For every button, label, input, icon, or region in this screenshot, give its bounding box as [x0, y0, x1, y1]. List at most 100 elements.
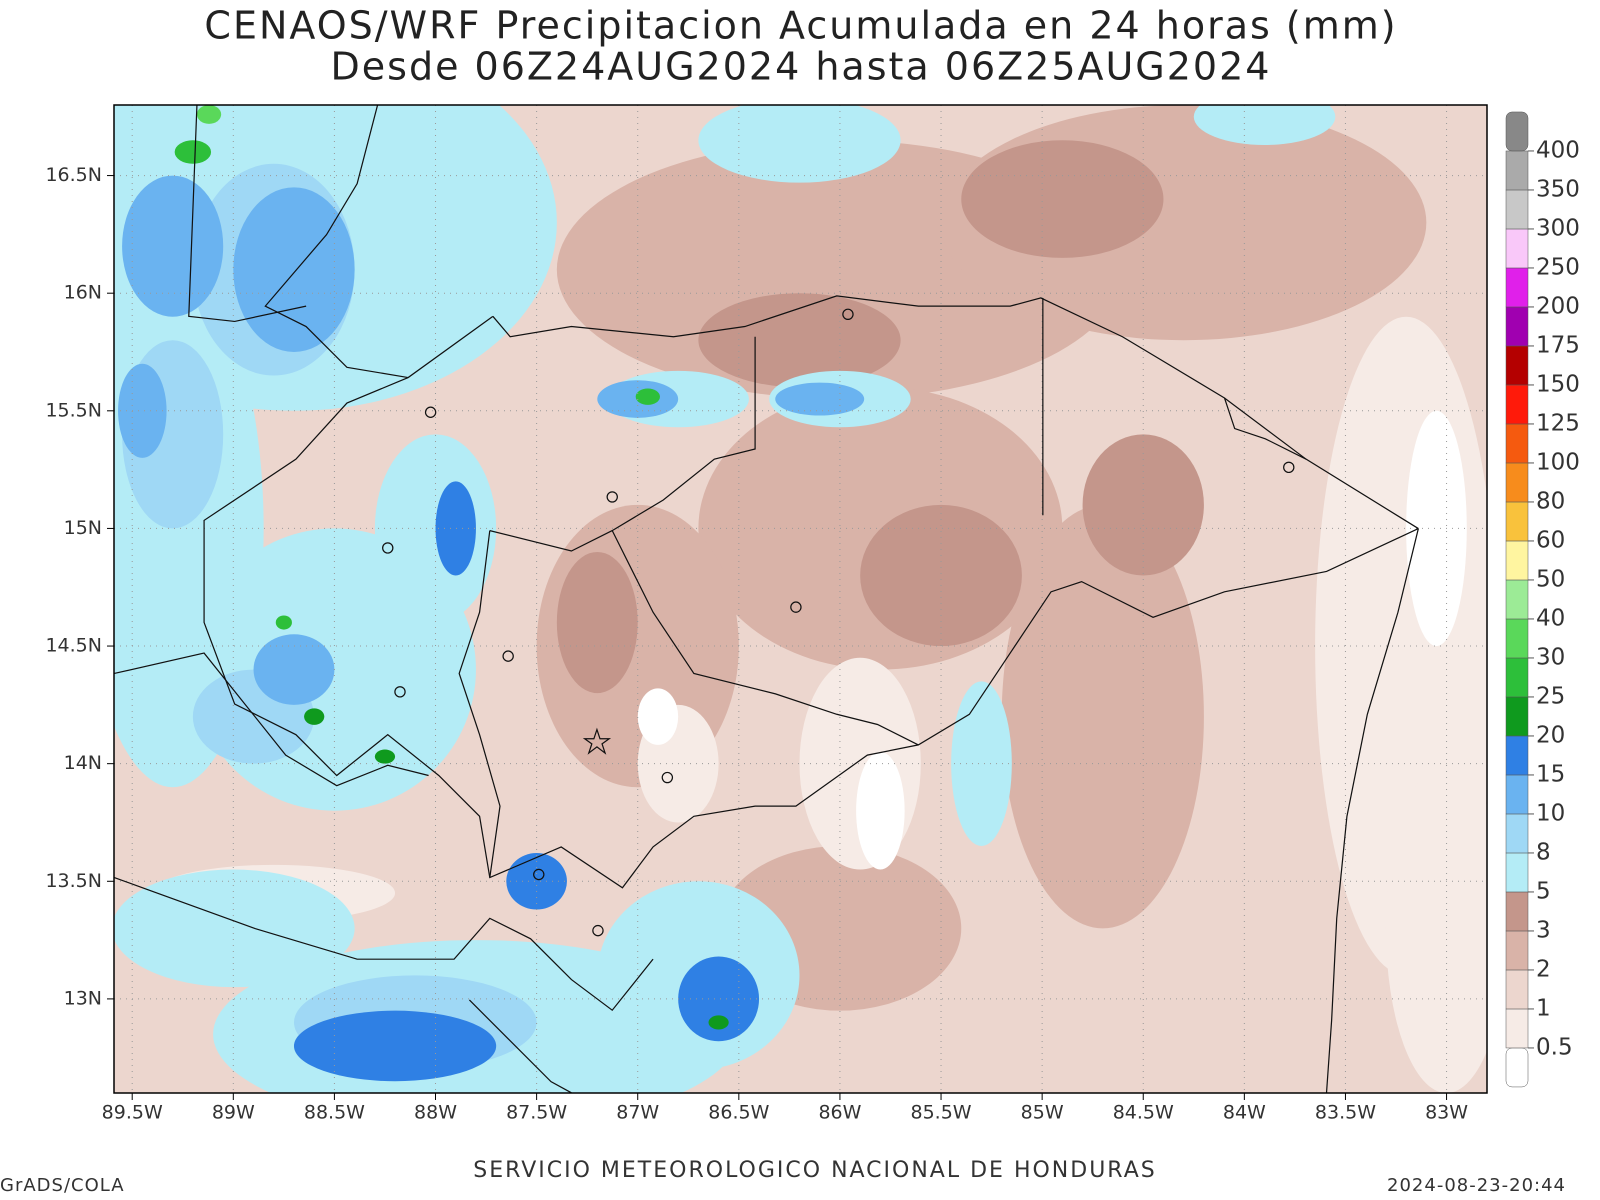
colorbar-label: 350 — [1536, 176, 1580, 202]
colorbar: 0.5 1 2 3 5 8 10 15 20 25 30 40 50 60 80 100 125 150 175 20… — [1505, 111, 1580, 1088]
city-marker — [842, 308, 854, 320]
colorbar-label: 125 — [1536, 410, 1580, 436]
precip-area — [275, 615, 292, 630]
colorbar-label: 175 — [1536, 332, 1580, 358]
colorbar-box — [1505, 852, 1529, 893]
city-marker — [424, 406, 437, 418]
colorbar-box — [1505, 501, 1529, 542]
coastline — [264, 105, 409, 379]
coastline — [1325, 528, 1419, 1093]
city-marker — [606, 491, 618, 503]
axes: 89.5W 89W 88.5W 88W 87.5W 87W 86.5W 86W 85.5W 85W… — [45, 164, 1468, 1123]
colorbar-label: 200 — [1536, 293, 1580, 319]
colorbar-box — [1505, 189, 1529, 230]
x-tick-label: 83.5W — [1315, 1102, 1376, 1124]
colorbar-box — [1505, 228, 1529, 269]
city-marker — [533, 868, 545, 881]
colorbar-label: 150 — [1536, 371, 1580, 397]
capital-star — [582, 727, 612, 755]
y-tick-label: 15N — [64, 517, 102, 539]
city-marker — [1283, 461, 1295, 474]
precip-area — [174, 140, 212, 164]
colorbar-box — [1505, 930, 1529, 971]
colorbar-box — [1505, 774, 1529, 815]
colorbar-box — [1505, 150, 1529, 191]
colorbar-box — [1505, 657, 1529, 698]
colorbar-box — [1505, 1047, 1529, 1088]
colorbar-box — [1505, 423, 1529, 464]
colorbar-label: 30 — [1536, 644, 1565, 670]
colorbar-box — [1505, 111, 1529, 152]
borders — [114, 105, 1419, 1093]
precip-area — [253, 634, 335, 705]
precip-area — [637, 688, 679, 745]
x-tick-label: 85W — [1021, 1102, 1064, 1124]
colorbar-label: 2 — [1536, 956, 1551, 982]
colorbar-label: 40 — [1536, 605, 1565, 631]
colorbar-box — [1505, 579, 1529, 620]
precip-area — [118, 363, 167, 458]
colorbar-label: 0.5 — [1536, 1034, 1573, 1060]
y-tick-label: 14N — [64, 752, 102, 774]
colorbar-label: 10 — [1536, 800, 1565, 826]
colorbar-label: 250 — [1536, 254, 1580, 280]
precip-field — [114, 105, 1487, 1093]
x-tick-label: 86W — [818, 1102, 861, 1124]
colorbar-box — [1505, 540, 1529, 581]
map-frame — [113, 104, 1488, 1094]
colorbar-box — [1505, 735, 1529, 776]
colorbar-label: 60 — [1536, 527, 1565, 553]
precip-area — [1001, 504, 1204, 929]
city-marker — [394, 686, 406, 698]
precip-area — [698, 293, 901, 388]
footer-left: GrADS/COLA — [0, 1175, 125, 1196]
colorbar-box — [1505, 306, 1529, 347]
department-border — [611, 530, 919, 746]
y-tick-label: 14.5N — [45, 635, 102, 657]
precip-area — [708, 1015, 729, 1030]
precip-area — [698, 387, 1063, 670]
precip-area — [961, 140, 1164, 258]
precip-area — [556, 551, 638, 694]
precip-area — [860, 504, 1022, 647]
city-marker — [502, 650, 514, 662]
precip-area — [122, 175, 224, 317]
precip-area — [635, 388, 660, 405]
colorbar-box — [1505, 267, 1529, 308]
country-border — [203, 315, 1419, 889]
precip-area — [1385, 763, 1487, 1093]
precip-area — [698, 105, 901, 183]
precip-area — [775, 382, 865, 416]
x-tick-label: 88W — [414, 1102, 457, 1124]
colorbar-box — [1505, 969, 1529, 1010]
x-tick-label: 87.5W — [506, 1102, 567, 1124]
precip-area — [1193, 105, 1336, 145]
y-tick-label: 13.5N — [45, 870, 102, 892]
x-tick-label: 84W — [1223, 1102, 1266, 1124]
colorbar-label: 3 — [1536, 917, 1551, 943]
x-tick-label: 89.5W — [102, 1102, 163, 1124]
title: CENAOS/WRF Precipitacion Acumulada en 24… — [204, 4, 1397, 48]
precip-area — [951, 681, 1012, 847]
country-border — [114, 652, 429, 787]
colorbar-label: 5 — [1536, 878, 1551, 904]
y-tick-label: 16N — [64, 282, 102, 304]
country-border — [468, 999, 572, 1093]
colorbar-box — [1505, 813, 1529, 854]
x-tick-label: 84.5W — [1113, 1102, 1174, 1124]
colorbar-box — [1505, 462, 1529, 503]
y-tick-label: 13N — [64, 987, 102, 1009]
x-tick-label: 85.5W — [910, 1102, 971, 1124]
colorbar-label: 300 — [1536, 215, 1580, 241]
colorbar-label: 80 — [1536, 488, 1565, 514]
precip-area — [374, 749, 396, 764]
x-tick-label: 86.5W — [708, 1102, 769, 1124]
colorbar-box — [1505, 696, 1529, 737]
x-tick-label: 87W — [616, 1102, 659, 1124]
colorbar-box — [1505, 891, 1529, 932]
colorbar-box — [1505, 384, 1529, 425]
colorbar-label: 25 — [1536, 683, 1565, 709]
colorbar-label: 15 — [1536, 761, 1565, 787]
y-tick-label: 16.5N — [45, 164, 102, 186]
